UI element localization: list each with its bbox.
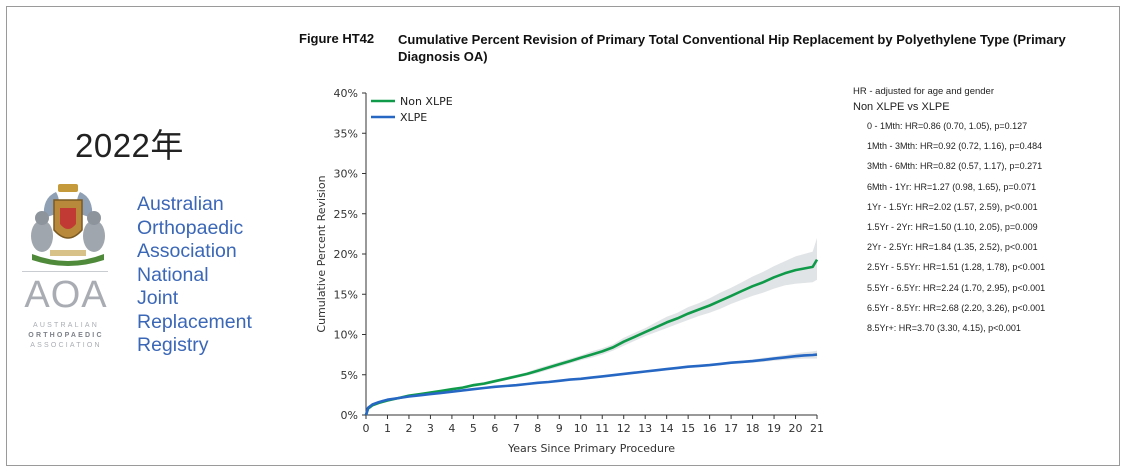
- hr-note: HR - adjusted for age and gender: [853, 86, 995, 97]
- y-tick-label: 0%: [341, 409, 358, 422]
- x-axis-title: Years Since Primary Procedure: [507, 442, 675, 455]
- figure-label: Figure HT42: [299, 31, 375, 46]
- x-tick-label: 7: [513, 422, 520, 435]
- registry-line: Australian: [137, 193, 224, 215]
- aoa-logo-line-1: AUSTRALIAN: [33, 322, 99, 329]
- x-tick-label: 11: [595, 422, 609, 435]
- registry-line: Replacement: [137, 310, 252, 333]
- registry-line: Association: [137, 240, 237, 262]
- y-tick-label: 15%: [334, 288, 358, 301]
- x-tick-label: 12: [617, 422, 631, 435]
- y-tick-label: 20%: [334, 248, 358, 261]
- x-tick-label: 20: [789, 422, 803, 435]
- x-tick-label: 13: [638, 422, 652, 435]
- year-label: 2022年: [75, 127, 184, 164]
- aoa-logo-line-2: ORTHOPAEDIC: [28, 332, 104, 339]
- hr-row: 2Yr - 2.5Yr: HR=1.84 (1.35, 2.52), p<0.0…: [867, 242, 1038, 253]
- hr-row: 6Mth - 1Yr: HR=1.27 (0.98, 1.65), p=0.07…: [867, 181, 1037, 192]
- aoa-logo-text: AOA: [24, 274, 108, 316]
- hr-row: 0 - 1Mth: HR=0.86 (0.70, 1.05), p=0.127: [867, 121, 1028, 131]
- logo-divider: [22, 271, 108, 272]
- y-axis-title: Cumulative Percent Revision: [315, 175, 328, 332]
- hr-row: 3Mth - 6Mth: HR=0.82 (0.57, 1.17), p=0.2…: [867, 161, 1043, 172]
- registry-line: Joint: [137, 287, 179, 309]
- hr-row: 5.5Yr - 6.5Yr: HR=2.24 (1.70, 2.95), p<0…: [867, 282, 1046, 293]
- hr-row: 1Mth - 3Mth: HR=0.92 (0.72, 1.16), p=0.4…: [867, 141, 1043, 152]
- hr-row: 6.5Yr - 8.5Yr: HR=2.68 (2.20, 3.26), p<0…: [867, 302, 1046, 313]
- legend-label: XLPE: [400, 111, 427, 124]
- hr-comparison: Non XLPE vs XLPE: [853, 101, 950, 113]
- x-tick-label: 2: [405, 422, 412, 435]
- series-line-xlpe: [364, 353, 818, 416]
- registry-line: Orthopaedic: [137, 216, 244, 239]
- y-tick-label: 5%: [341, 369, 358, 382]
- legend-label: Non XLPE: [400, 95, 453, 108]
- y-tick-label: 10%: [334, 329, 358, 342]
- hr-row: 8.5Yr+: HR=3.70 (3.30, 4.15), p<0.001: [867, 323, 1021, 333]
- aoa-logo-line-3: ASSOCIATION: [30, 342, 102, 349]
- x-tick-label: 1: [384, 422, 391, 435]
- registry-line: Registry: [137, 334, 209, 356]
- coat-of-arms-icon: [31, 184, 105, 266]
- hr-row: 1.5Yr - 2Yr: HR=1.50 (1.10, 2.05), p=0.0…: [867, 222, 1038, 232]
- figure-title: Cumulative Percent Revision of Primary T…: [398, 32, 1066, 64]
- x-tick-label: 19: [767, 422, 781, 435]
- figure-frame: [6, 6, 1120, 466]
- x-tick-label: 6: [491, 422, 498, 435]
- y-tick-label: 30%: [334, 168, 358, 181]
- y-tick-label: 40%: [334, 87, 358, 100]
- x-tick-label: 3: [427, 422, 434, 435]
- registry-line: National: [137, 263, 209, 286]
- x-tick-label: 16: [703, 422, 717, 435]
- x-tick-label: 0: [363, 422, 370, 435]
- hr-row: 2.5Yr - 5.5Yr: HR=1.51 (1.28, 1.78), p<0…: [867, 262, 1046, 273]
- x-tick-label: 5: [470, 422, 477, 435]
- x-tick-label: 17: [724, 422, 738, 435]
- x-tick-label: 9: [556, 422, 563, 435]
- x-tick-label: 8: [534, 422, 541, 435]
- series-line-non-xlpe: [364, 258, 819, 416]
- x-tick-label: 15: [681, 422, 695, 435]
- confidence-band-xlpe: [366, 350, 817, 415]
- x-tick-label: 4: [448, 422, 455, 435]
- y-tick-label: 35%: [334, 127, 358, 140]
- x-tick-label: 21: [810, 422, 824, 435]
- hr-row: 1Yr - 1.5Yr: HR=2.02 (1.57, 2.59), p<0.0…: [867, 201, 1038, 212]
- x-tick-label: 18: [746, 422, 760, 435]
- registry-name: Australian Orthopaedic Association Natio…: [137, 193, 252, 358]
- y-tick-label: 25%: [334, 208, 358, 221]
- confidence-band-non-xlpe: [366, 237, 817, 415]
- x-tick-label: 10: [574, 422, 588, 435]
- x-tick-label: 14: [660, 422, 674, 435]
